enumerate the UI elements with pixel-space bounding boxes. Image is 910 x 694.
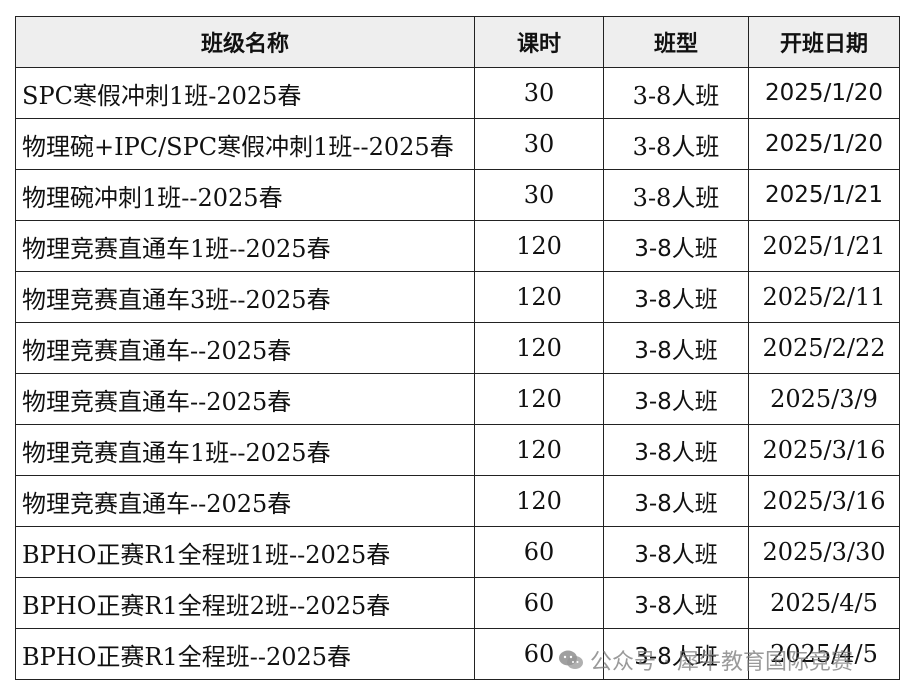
cell-start-date: 2025/4/5 xyxy=(748,577,900,629)
header-start-date: 开班日期 xyxy=(748,16,900,68)
cell-hours: 60 xyxy=(474,628,604,680)
table-row: 物理竞赛直通车--2025春 120 3-8人班 2025/3/9 xyxy=(15,373,900,425)
table-row: BPHO正赛R1全程班1班--2025春 60 3-8人班 2025/3/30 xyxy=(15,526,900,578)
cell-class-type: 3-8人班 xyxy=(603,424,749,476)
table-row: 物理竞赛直通车1班--2025春 120 3-8人班 2025/3/16 xyxy=(15,424,900,476)
cell-hours: 60 xyxy=(474,526,604,578)
cell-class-type: 3-8人班 xyxy=(603,169,749,221)
cell-class-name: 物理竞赛直通车--2025春 xyxy=(15,322,475,374)
table-header-row: 班级名称 课时 班型 开班日期 xyxy=(15,16,900,68)
cell-hours: 120 xyxy=(474,475,604,527)
table-row: 物理碗冲刺1班--2025春 30 3-8人班 2025/1/21 xyxy=(15,169,900,221)
cell-hours: 120 xyxy=(474,373,604,425)
cell-class-name: 物理碗+IPC/SPC寒假冲刺1班--2025春 xyxy=(15,118,475,170)
cell-class-type: 3-8人班 xyxy=(603,271,749,323)
table-row: BPHO正赛R1全程班--2025春 60 3-8人班 2025/4/5 xyxy=(15,628,900,680)
cell-class-type: 3-8人班 xyxy=(603,118,749,170)
header-class-type: 班型 xyxy=(603,16,749,68)
cell-start-date: 2025/3/16 xyxy=(748,424,900,476)
cell-hours: 60 xyxy=(474,577,604,629)
cell-class-name: 物理竞赛直通车1班--2025春 xyxy=(15,220,475,272)
table-row: BPHO正赛R1全程班2班--2025春 60 3-8人班 2025/4/5 xyxy=(15,577,900,629)
header-class-name: 班级名称 xyxy=(15,16,475,68)
cell-class-type: 3-8人班 xyxy=(603,628,749,680)
cell-class-type: 3-8人班 xyxy=(603,475,749,527)
table-row: 物理竞赛直通车3班--2025春 120 3-8人班 2025/2/11 xyxy=(15,271,900,323)
cell-class-name: 物理碗冲刺1班--2025春 xyxy=(15,169,475,221)
cell-class-type: 3-8人班 xyxy=(603,526,749,578)
table-row: 物理竞赛直通车1班--2025春 120 3-8人班 2025/1/21 xyxy=(15,220,900,272)
cell-hours: 30 xyxy=(474,169,604,221)
cell-hours: 30 xyxy=(474,118,604,170)
cell-class-type: 3-8人班 xyxy=(603,67,749,119)
cell-start-date: 2025/3/30 xyxy=(748,526,900,578)
cell-hours: 120 xyxy=(474,220,604,272)
cell-hours: 120 xyxy=(474,424,604,476)
table-row: 物理竞赛直通车--2025春 120 3-8人班 2025/2/22 xyxy=(15,322,900,374)
cell-class-name: 物理竞赛直通车--2025春 xyxy=(15,373,475,425)
cell-start-date: 2025/2/11 xyxy=(748,271,900,323)
cell-start-date: 2025/1/21 xyxy=(748,220,900,272)
cell-class-type: 3-8人班 xyxy=(603,322,749,374)
cell-start-date: 2025/4/5 xyxy=(748,628,900,680)
cell-class-name: 物理竞赛直通车--2025春 xyxy=(15,475,475,527)
cell-class-name: BPHO正赛R1全程班2班--2025春 xyxy=(15,577,475,629)
cell-class-name: 物理竞赛直通车1班--2025春 xyxy=(15,424,475,476)
cell-class-type: 3-8人班 xyxy=(603,373,749,425)
cell-start-date: 2025/1/20 xyxy=(748,118,900,170)
table-row: 物理碗+IPC/SPC寒假冲刺1班--2025春 30 3-8人班 2025/1/20 xyxy=(15,118,900,170)
cell-start-date: 2025/3/9 xyxy=(748,373,900,425)
cell-hours: 120 xyxy=(474,322,604,374)
table-row: 物理竞赛直通车--2025春 120 3-8人班 2025/3/16 xyxy=(15,475,900,527)
cell-start-date: 2025/2/22 xyxy=(748,322,900,374)
class-schedule-table: 班级名称 课时 班型 开班日期 SPC寒假冲刺1班-2025春 30 3-8人班 20… xyxy=(15,16,900,680)
cell-hours: 120 xyxy=(474,271,604,323)
cell-hours: 30 xyxy=(474,67,604,119)
cell-class-type: 3-8人班 xyxy=(603,220,749,272)
cell-start-date: 2025/1/21 xyxy=(748,169,900,221)
cell-class-name: SPC寒假冲刺1班-2025春 xyxy=(15,67,475,119)
cell-class-name: 物理竞赛直通车3班--2025春 xyxy=(15,271,475,323)
cell-class-type: 3-8人班 xyxy=(603,577,749,629)
header-hours: 课时 xyxy=(474,16,604,68)
cell-start-date: 2025/1/20 xyxy=(748,67,900,119)
cell-start-date: 2025/3/16 xyxy=(748,475,900,527)
table-row: SPC寒假冲刺1班-2025春 30 3-8人班 2025/1/20 xyxy=(15,67,900,119)
cell-class-name: BPHO正赛R1全程班1班--2025春 xyxy=(15,526,475,578)
cell-class-name: BPHO正赛R1全程班--2025春 xyxy=(15,628,475,680)
